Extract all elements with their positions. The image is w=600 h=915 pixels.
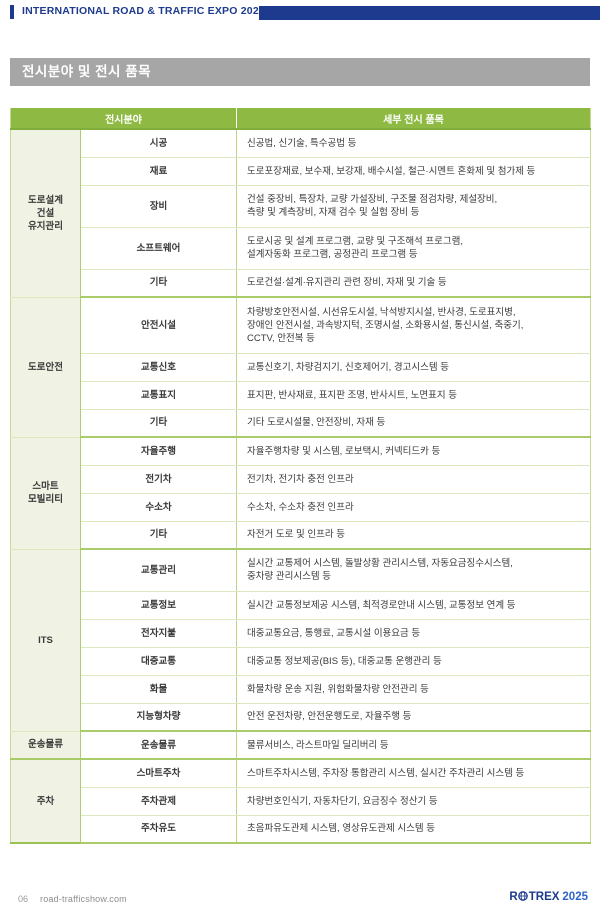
subcategory-cell: 대중교통	[80, 647, 237, 676]
items-cell: 기타 도로시설물, 안전장비, 자재 등	[236, 409, 591, 438]
items-cell: 물류서비스, 라스트마일 딜리버리 등	[236, 731, 591, 760]
logo-year: 2025	[562, 891, 588, 903]
table-row: 수소차 수소차, 수소차 충전 인프라	[11, 493, 591, 522]
subcategory-cell: 기타	[80, 409, 237, 438]
subcategory-cell: 주차유도	[80, 815, 237, 844]
header-tick	[10, 5, 14, 19]
subcategory-cell: 운송물류	[80, 731, 237, 760]
subcategory-cell: 소프트웨어	[80, 227, 237, 270]
subcategory-cell: 교통표지	[80, 381, 237, 410]
items-cell: 초음파유도관제 시스템, 영상유도관제 시스템 등	[236, 815, 591, 844]
table-row: ITS 교통관리 실시간 교통제어 시스템, 돌발상황 관리시스템, 자동요금징수시…	[10, 549, 591, 732]
items-cell: 스마트주차시스템, 주차장 통합관리 시스템, 실시간 주차관리 시스템 등	[236, 759, 591, 788]
table-row: 도로설계 건설 유지관리 시공 신공법, 신기술, 특수공법 등	[10, 129, 591, 298]
logo-letter-r: R	[509, 891, 518, 903]
items-cell: 실시간 교통정보제공 시스템, 최적경로안내 시스템, 교통정보 연계 등	[236, 591, 591, 620]
items-cell: 실시간 교통제어 시스템, 돌발상황 관리시스템, 자동요금징수시스템, 중차량 …	[236, 549, 591, 592]
items-cell: 도로포장재료, 보수재, 보강재, 배수시설, 철근·시멘트 혼화제 및 첨가제…	[236, 157, 591, 186]
table-row: 주차관제 차량번호인식기, 자동차단기, 요금징수 정산기 등	[11, 787, 591, 816]
header-accent-bar	[259, 6, 600, 20]
table-row: 도로안전 안전시설 차량방호안전시설, 시선유도시설, 낙석방지시설, 반사경, 도…	[10, 297, 591, 438]
table-row: 장비 건설 중장비, 특장차, 교량 가설장비, 구조물 점검차량, 제설장비, 측…	[11, 185, 591, 228]
table-row: 지능형차량 안전 운전차량, 안전운행도로, 자율주행 등	[11, 703, 591, 732]
table-row: 전기차 전기차, 전기차 충전 인프라	[11, 465, 591, 494]
subcategory-cell: 시공	[80, 129, 237, 158]
subcategory-cell: 수소차	[80, 493, 237, 522]
table-row: 주차 스마트주차 스마트주차시스템, 주차장 통합관리 시스템, 실시간 주차관리 …	[10, 759, 591, 844]
subcategory-cell: 기타	[80, 521, 237, 550]
items-cell: 대중교통요금, 통행료, 교통시설 이용요금 등	[236, 619, 591, 648]
items-cell: 건설 중장비, 특장차, 교량 가설장비, 구조물 점검차량, 제설장비, 측량 …	[236, 185, 591, 228]
subcategory-cell: 기타	[80, 269, 237, 298]
table-row: 주차유도 초음파유도관제 시스템, 영상유도관제 시스템 등	[11, 815, 591, 844]
subcategory-cell: 교통신호	[80, 353, 237, 382]
exhibit-table: 전시분야 세부 전시 품목 도로설계 건설 유지관리 시공 신공법, 신기술, 특수공법…	[10, 108, 591, 844]
items-cell: 대중교통 정보제공(BIS 등), 대중교통 운행관리 등	[236, 647, 591, 676]
table-row: 교통신호 교통신호기, 차량검지기, 신호제어기, 경고시스템 등	[11, 353, 591, 382]
expo-title: INTERNATIONAL ROAD & TRAFFIC EXPO 2025	[22, 5, 265, 17]
table-row: 화물 화물차량 운송 지원, 위험화물차량 안전관리 등	[11, 675, 591, 704]
table-row: 교통정보 실시간 교통정보제공 시스템, 최적경로안내 시스템, 교통정보 연계 …	[11, 591, 591, 620]
section-title: 전시분야 및 전시 품목	[10, 58, 590, 86]
subcategory-cell: 장비	[80, 185, 237, 228]
logo-letters-trex: TREX	[528, 891, 560, 903]
items-cell: 도로시공 및 설계 프로그램, 교량 및 구조해석 프로그램, 설계자동화 프로그…	[236, 227, 591, 270]
table-row: 운송물류 운송물류 물류서비스, 라스트마일 딜리버리 등	[10, 731, 591, 760]
subcategory-cell: 스마트주차	[80, 759, 237, 788]
table-row: 기타 자전거 도로 및 인프라 등	[11, 521, 591, 550]
items-cell: 차량방호안전시설, 시선유도시설, 낙석방지시설, 반사경, 도로표지병, 장애인…	[236, 297, 591, 354]
items-cell: 안전 운전차량, 안전운행도로, 자율주행 등	[236, 703, 591, 732]
items-cell: 차량번호인식기, 자동차단기, 요금징수 정산기 등	[236, 787, 591, 816]
table-row: 교통표지 표지판, 반사재료, 표지판 조명, 반사시트, 노면표지 등	[11, 381, 591, 410]
table-row: 기타 도로건설·설계·유지관리 관련 장비, 자재 및 기술 등	[11, 269, 591, 298]
group-cell: 도로설계 건설 유지관리	[10, 129, 81, 298]
subcategory-cell: 재료	[80, 157, 237, 186]
items-cell: 화물차량 운송 지원, 위험화물차량 안전관리 등	[236, 675, 591, 704]
subcategory-cell: 지능형차량	[80, 703, 237, 732]
globe-icon	[518, 891, 529, 904]
table-row: 기타 기타 도로시설물, 안전장비, 자재 등	[11, 409, 591, 438]
rotrex-logo: R TREX 2025	[509, 890, 588, 904]
subcategory-cell: 주차관제	[80, 787, 237, 816]
group-cell: 운송물류	[10, 731, 81, 760]
table-header-row: 전시분야 세부 전시 품목	[10, 108, 591, 130]
items-cell: 수소차, 수소차 충전 인프라	[236, 493, 591, 522]
subcategory-cell: 교통정보	[80, 591, 237, 620]
footer-page-number: 06	[18, 894, 29, 904]
subcategory-cell: 전자지불	[80, 619, 237, 648]
table-row: 전자지불 대중교통요금, 통행료, 교통시설 이용요금 등	[11, 619, 591, 648]
subcategory-cell: 자율주행	[80, 437, 237, 466]
items-cell: 표지판, 반사재료, 표지판 조명, 반사시트, 노면표지 등	[236, 381, 591, 410]
table-row: 스마트 모빌리티 자율주행 자율주행차량 및 시스템, 로보택시, 커넥티드카 등	[10, 437, 591, 550]
column-header-field: 전시분야	[10, 108, 237, 130]
items-cell: 신공법, 신기술, 특수공법 등	[236, 129, 591, 158]
table-body: 도로설계 건설 유지관리 시공 신공법, 신기술, 특수공법 등 재료 도로포장재료, 보수…	[10, 129, 591, 844]
table-row: 소프트웨어 도로시공 및 설계 프로그램, 교량 및 구조해석 프로그램, 설계자동…	[11, 227, 591, 270]
items-cell: 자전거 도로 및 인프라 등	[236, 521, 591, 550]
items-cell: 교통신호기, 차량검지기, 신호제어기, 경고시스템 등	[236, 353, 591, 382]
subcategory-cell: 화물	[80, 675, 237, 704]
table-row: 대중교통 대중교통 정보제공(BIS 등), 대중교통 운행관리 등	[11, 647, 591, 676]
subcategory-cell: 교통관리	[80, 549, 237, 592]
group-cell: ITS	[10, 549, 81, 732]
items-cell: 전기차, 전기차 충전 인프라	[236, 465, 591, 494]
group-cell: 도로안전	[10, 297, 81, 438]
subcategory-cell: 전기차	[80, 465, 237, 494]
subcategory-cell: 안전시설	[80, 297, 237, 354]
items-cell: 도로건설·설계·유지관리 관련 장비, 자재 및 기술 등	[236, 269, 591, 298]
items-cell: 자율주행차량 및 시스템, 로보택시, 커넥티드카 등	[236, 437, 591, 466]
group-cell: 주차	[10, 759, 81, 844]
footer-website: road-trafficshow.com	[40, 894, 127, 904]
column-header-detail: 세부 전시 품목	[236, 108, 591, 130]
table-row: 재료 도로포장재료, 보수재, 보강재, 배수시설, 철근·시멘트 혼화제 및 첨…	[11, 157, 591, 186]
group-cell: 스마트 모빌리티	[10, 437, 81, 550]
